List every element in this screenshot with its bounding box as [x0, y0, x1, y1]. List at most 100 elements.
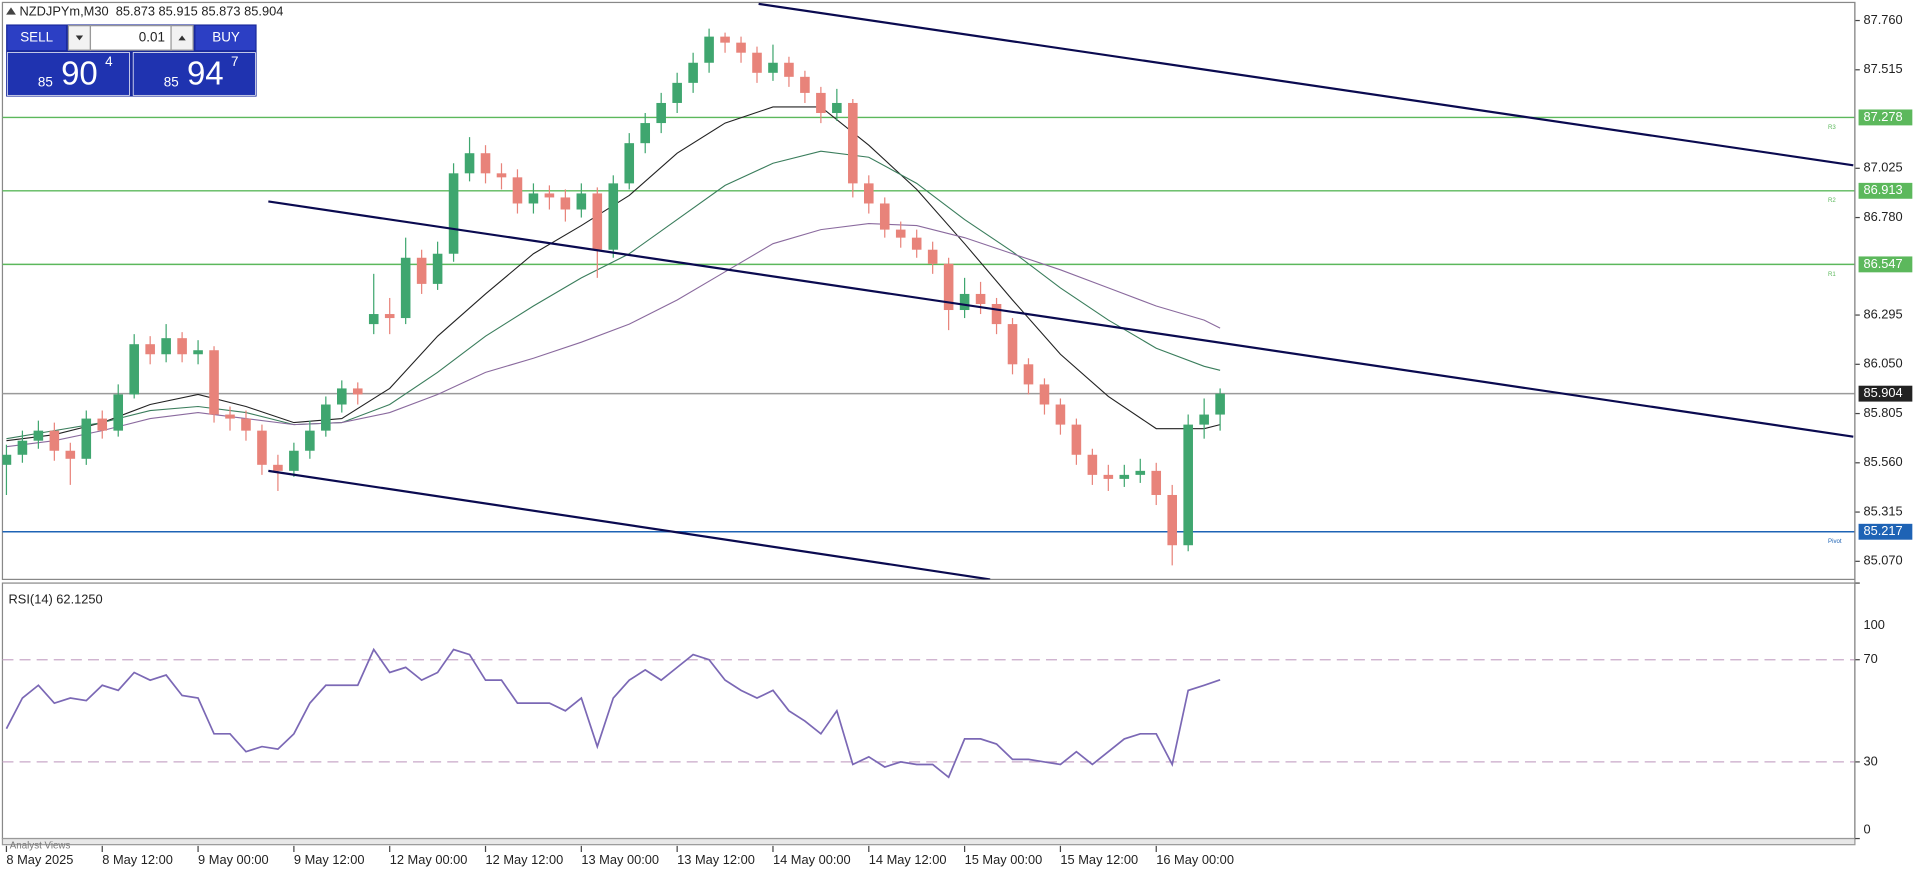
bid-prefix: 85: [38, 75, 53, 90]
x-tick-label: 8 May 2025: [6, 852, 73, 867]
y-tick-label: 100: [1863, 617, 1884, 632]
x-tick-label: 12 May 00:00: [390, 852, 468, 867]
candle-body: [927, 249, 938, 264]
candle-body: [1215, 393, 1225, 415]
y-tick-label: 85.560: [1863, 454, 1902, 469]
candle-body: [1071, 424, 1082, 455]
level-label: R3: [1828, 124, 1836, 131]
y-tick-label: 85.805: [1863, 405, 1902, 420]
x-tick-label: 13 May 00:00: [581, 852, 659, 867]
candle-body: [800, 76, 810, 93]
sell-label[interactable]: SELL: [20, 29, 53, 44]
candle-body: [337, 388, 347, 405]
candle-body: [1007, 324, 1018, 365]
level-label: R2: [1828, 197, 1836, 204]
candle-body: [65, 450, 76, 459]
candle-body: [640, 123, 651, 144]
candle-body: [816, 92, 826, 114]
y-tick-label: 70: [1863, 651, 1877, 666]
candle-body: [959, 293, 970, 311]
candle-body: [863, 183, 874, 204]
candle-body: [113, 394, 124, 431]
axes: 87.760 87.515 87.025 86.780 86.295 86.050 85.8…: [5, 2, 1913, 867]
y-tick-label: 85.070: [1863, 553, 1902, 568]
candle-body: [512, 177, 523, 204]
candle-body: [145, 344, 155, 355]
bid-box[interactable]: [6, 52, 130, 96]
candle-body: [943, 263, 954, 311]
y-tick-label: 85.315: [1863, 503, 1902, 518]
collapse-icon[interactable]: [6, 7, 16, 15]
price-tag: [1858, 109, 1913, 126]
candle-body: [576, 193, 587, 210]
rsi-title: RSI(14) 62.1250: [9, 592, 103, 607]
footer-tab[interactable]: Analyst Views: [10, 840, 71, 851]
candle-body: [624, 143, 635, 184]
trend-line: [268, 469, 991, 580]
price-tag-label: 86.913: [1863, 182, 1902, 197]
candle-body: [592, 193, 603, 250]
candle-body: [975, 293, 986, 304]
price-tag-label: 85.217: [1863, 523, 1902, 538]
y-tick-label: 87.760: [1863, 12, 1902, 27]
candle-body: [911, 237, 922, 250]
y-tick-label: 86.050: [1863, 356, 1902, 371]
x-tick-label: 15 May 12:00: [1060, 852, 1138, 867]
x-tick-label: 14 May 12:00: [869, 852, 947, 867]
candle-body: [879, 203, 890, 230]
candle-body: [832, 102, 842, 114]
lot-down-arrow: [75, 35, 84, 41]
y-tick-label: 87.515: [1863, 61, 1902, 76]
buy-button[interactable]: [195, 25, 256, 51]
candle-body: [464, 153, 475, 174]
candle-body: [736, 42, 746, 53]
candle-body: [305, 430, 315, 451]
trend-line: [268, 200, 1854, 438]
candle-body: [2, 454, 12, 465]
sell-button[interactable]: [7, 25, 66, 51]
candle-body: [688, 62, 698, 83]
candle-body: [544, 193, 555, 198]
ask-sup: 7: [231, 54, 238, 69]
ask-box[interactable]: [132, 52, 256, 96]
candle-body: [432, 253, 443, 284]
candle-body: [1039, 384, 1050, 405]
candle-body: [1199, 414, 1209, 425]
lot-value[interactable]: 0.01: [139, 29, 165, 44]
candle-body: [225, 414, 235, 419]
level-label: Pivot: [1828, 538, 1842, 545]
candle-body: [129, 344, 139, 395]
candle-body: [1119, 474, 1130, 479]
candle-body: [241, 418, 251, 431]
candle-body: [209, 350, 219, 415]
candle-body: [177, 338, 187, 355]
lot-input[interactable]: [89, 25, 172, 51]
candle-body: [1023, 364, 1034, 385]
candle-body: [1055, 404, 1066, 425]
ask-big: 94: [187, 55, 224, 92]
x-tick-label: 12 May 12:00: [486, 852, 564, 867]
candle-body: [784, 62, 794, 77]
candle-body: [400, 257, 411, 319]
candle-body: [33, 430, 44, 441]
main-plot: R3 R2 R1 Pivot: [2, 2, 1855, 580]
trade-panel: SELL 0.01 BUY 85 90 4 85 94 7: [6, 24, 257, 97]
candle-body: [480, 153, 491, 174]
candle-body: [991, 303, 1002, 325]
price-tag: [1858, 385, 1913, 402]
price-tag: [1858, 523, 1913, 540]
price-tag-label: 85.904: [1863, 385, 1902, 400]
candle-body: [1167, 494, 1177, 546]
buy-label[interactable]: BUY: [212, 29, 240, 44]
rsi-plot: [2, 647, 1855, 779]
candle-body: [704, 36, 714, 63]
candle-body: [848, 102, 858, 184]
main-panel: [1, 1, 1856, 581]
candle-body: [384, 314, 395, 319]
rsi-line: [5, 647, 1221, 779]
candle-body: [1135, 470, 1146, 475]
footer-strip: [1, 837, 1856, 846]
candle-body: [81, 418, 92, 459]
